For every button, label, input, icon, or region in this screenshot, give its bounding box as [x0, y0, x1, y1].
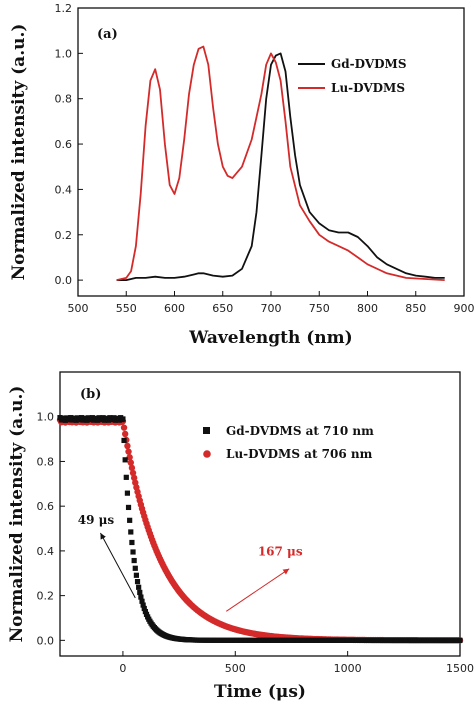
data-point: [140, 602, 146, 608]
panel-a-tag: (a): [97, 27, 118, 42]
series-points-0: [57, 415, 463, 643]
panel-a-x-ticks: 500 550 600 650 700 750 800 850 900: [68, 291, 474, 315]
data-point: [128, 464, 136, 472]
x-tick-label: 900: [454, 302, 474, 315]
data-point: [129, 469, 137, 477]
data-point: [129, 539, 135, 546]
legend-marker-gd: [203, 427, 210, 434]
panel-a-y-label: Normalized intensity (a.u.): [9, 24, 29, 281]
legend-label-lu-706: Lu-DVDMS at 706 nm: [226, 447, 373, 461]
legend-marker-lu: [203, 450, 211, 458]
panel-a-frame: [77, 7, 465, 297]
y-tick-label: 0.2: [37, 590, 55, 603]
panel-a-series: [116, 45, 445, 281]
panel-a-legend: Gd-DVDMS Lu-DVDMS: [298, 57, 406, 95]
data-point: [133, 572, 140, 578]
data-point: [124, 490, 131, 496]
y-tick-label: 0.0: [37, 634, 55, 647]
legend-label-gd-710: Gd-DVDMS at 710 nm: [226, 424, 374, 438]
x-tick-label: 750: [309, 302, 330, 315]
panel-b: (b) 0.0 0.2 0.4 0.6 0.8 1.0 0 500 1000 1500 49 μ…: [7, 371, 474, 702]
panel-b-x-label: Time (μs): [214, 682, 306, 702]
y-tick-label: 0.6: [55, 138, 73, 151]
data-point: [127, 459, 134, 466]
x-tick-label: 1000: [334, 662, 362, 675]
x-tick-label: 700: [261, 302, 282, 315]
y-tick-label: 0.6: [37, 500, 55, 513]
y-tick-label: 0.0: [55, 274, 73, 287]
x-tick-label: 650: [212, 302, 233, 315]
x-tick-label: 500: [68, 302, 89, 315]
y-tick-label: 1.2: [55, 2, 73, 15]
annotation-167us: 167 μs: [258, 544, 303, 558]
data-point: [128, 529, 134, 535]
data-point: [131, 557, 137, 564]
data-point: [139, 598, 145, 604]
x-tick-label: 1500: [446, 662, 474, 675]
panel-a: (a) 0.0 0.2 0.4 0.6 0.8 1.0 1.2 500 550 600 650 70…: [9, 2, 474, 348]
x-tick-label: 850: [405, 302, 426, 315]
data-point: [121, 430, 129, 438]
series-line-gd-dvdms: [116, 52, 445, 281]
data-point: [141, 605, 147, 612]
annotation-arrow-167us: [226, 568, 290, 612]
panel-b-tag: (b): [80, 387, 101, 402]
data-point: [137, 589, 143, 596]
panel-b-y-label: Normalized intensity (a.u.): [7, 386, 27, 643]
panel-b-series: [56, 415, 464, 644]
y-tick-label: 0.8: [55, 93, 73, 106]
y-tick-label: 0.8: [37, 455, 55, 468]
data-point: [125, 448, 132, 455]
y-tick-label: 0.4: [37, 545, 55, 558]
legend-label-gd: Gd-DVDMS: [331, 57, 406, 71]
panel-a-x-label: Wavelength (nm): [188, 328, 352, 348]
x-tick-label: 550: [116, 302, 137, 315]
x-tick-label: 600: [164, 302, 185, 315]
data-point: [120, 416, 126, 422]
legend-label-lu: Lu-DVDMS: [331, 81, 405, 95]
panel-b-annotations: 49 μs 167 μs: [78, 513, 303, 612]
panel-b-y-ticks: 0.0 0.2 0.4 0.6 0.8 1.0: [37, 411, 65, 647]
data-point: [130, 474, 138, 482]
x-tick-label: 800: [357, 302, 378, 315]
data-point: [127, 517, 133, 523]
data-point: [120, 424, 128, 431]
panel-b-x-ticks: 0 500 1000 1500: [119, 651, 474, 675]
y-tick-label: 1.0: [55, 47, 73, 60]
data-point: [122, 457, 128, 463]
series-line-lu-dvdms: [116, 45, 445, 281]
data-point: [132, 565, 138, 571]
data-point: [138, 594, 144, 600]
data-point: [134, 578, 141, 585]
data-point: [123, 474, 129, 480]
panel-b-legend: Gd-DVDMS at 710 nm Lu-DVDMS at 706 nm: [203, 424, 374, 461]
panel-a-y-ticks: 0.0 0.2 0.4 0.6 0.8 1.0 1.2: [55, 2, 83, 287]
data-point: [130, 549, 136, 555]
annotation-arrow-49us: [100, 532, 136, 599]
data-point: [125, 504, 132, 511]
data-point: [142, 608, 148, 615]
data-point: [457, 637, 463, 643]
data-point: [136, 584, 142, 590]
panel-b-frame: [59, 371, 461, 657]
annotation-49us: 49 μs: [78, 513, 115, 527]
x-tick-label: 0: [119, 662, 126, 675]
x-tick-label: 500: [225, 662, 246, 675]
data-point: [124, 442, 131, 450]
data-point: [126, 454, 133, 461]
y-tick-label: 0.4: [55, 183, 73, 196]
y-tick-label: 0.2: [55, 229, 73, 242]
data-point: [121, 437, 127, 444]
y-tick-label: 1.0: [37, 411, 55, 424]
